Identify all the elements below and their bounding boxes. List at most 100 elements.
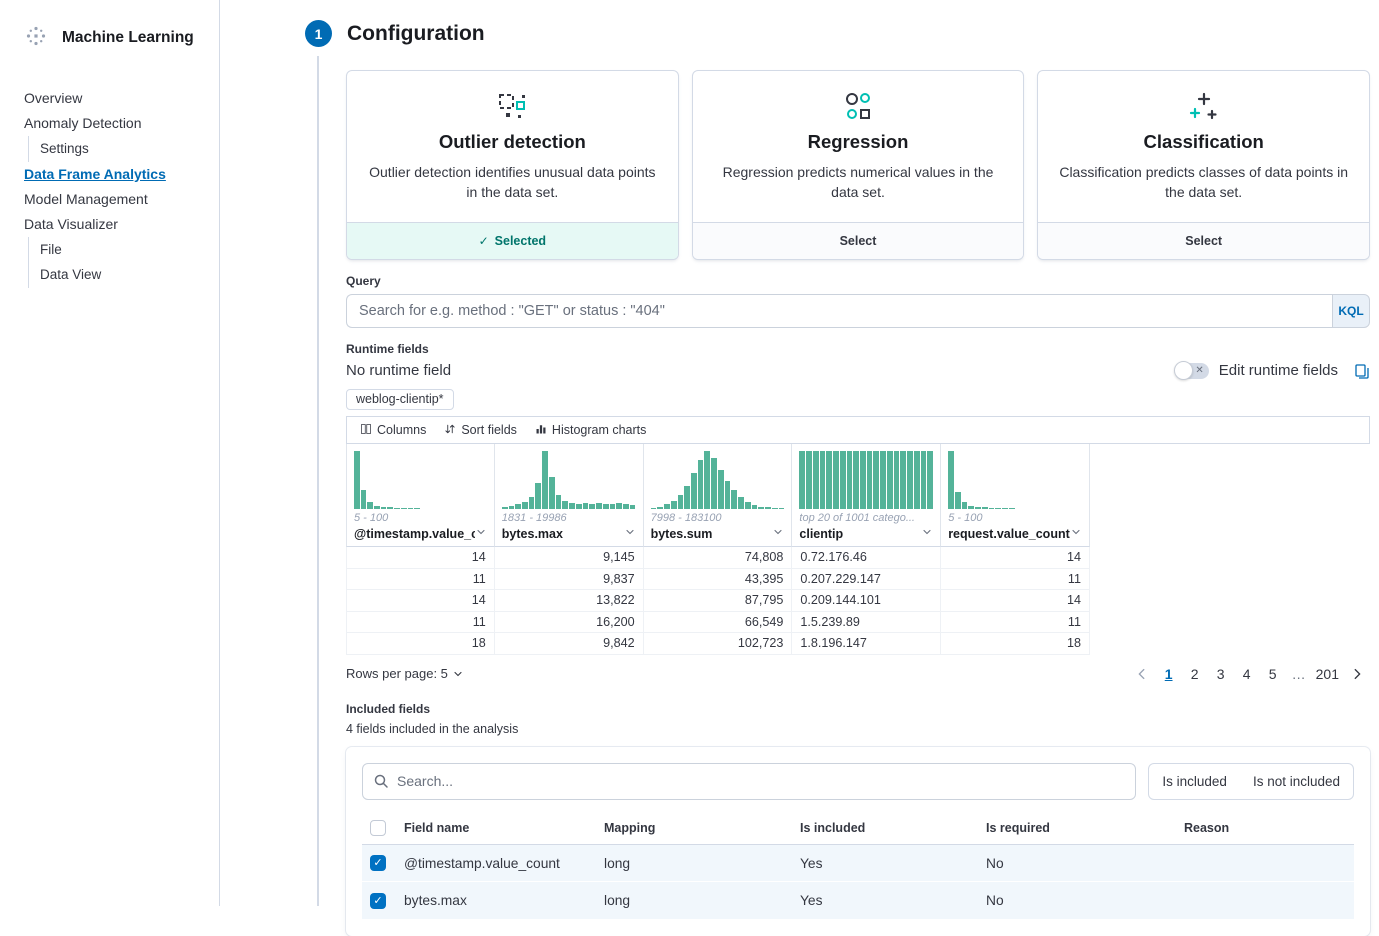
- grid-column-header-request-value-count[interactable]: 5 - 100 request.value_count: [941, 444, 1090, 547]
- query-language-button[interactable]: KQL: [1332, 294, 1370, 328]
- grid-cell[interactable]: 14: [941, 590, 1090, 611]
- row-checkbox[interactable]: ✓: [370, 855, 386, 872]
- grid-cell[interactable]: 102,723: [644, 633, 793, 654]
- grid-cell[interactable]: 11: [346, 568, 495, 590]
- grid-column-header-bytes-sum[interactable]: 7998 - 183100 bytes.sum: [643, 444, 793, 547]
- filter-is-included[interactable]: Is included: [1162, 773, 1227, 789]
- column-range-label: 5 - 100: [354, 512, 389, 524]
- grid-cell[interactable]: 87,795: [644, 590, 793, 611]
- grid-cell[interactable]: 9,842: [495, 633, 644, 654]
- grid-row: 18 9,842 102,723 1.8.196.147 18: [346, 633, 1090, 655]
- card-title: Outlier detection: [438, 131, 586, 152]
- sidebar-item-anomaly-detection[interactable]: Anomaly Detection: [24, 115, 142, 132]
- fields-search-input[interactable]: [362, 762, 1137, 800]
- grid-column-header-bytes-max[interactable]: 1831 - 19986 bytes.max: [494, 444, 644, 547]
- fields-cell-mapping: long: [596, 881, 792, 920]
- page-button-5[interactable]: 5: [1268, 665, 1277, 682]
- sidebar-item-data-view[interactable]: Data View: [28, 262, 211, 288]
- histogram-chart: [354, 449, 487, 509]
- card-outlier-detection: Outlier detection Outlier detection ident…: [346, 70, 679, 260]
- check-icon: ✓: [478, 234, 489, 248]
- page-button-201[interactable]: 201: [1315, 665, 1339, 682]
- query-label: Query: [346, 274, 381, 288]
- query-input[interactable]: [346, 294, 1332, 328]
- grid-cell[interactable]: 1.5.239.89: [792, 611, 942, 633]
- columns-button[interactable]: Columns: [351, 423, 435, 438]
- copy-icon[interactable]: [1354, 363, 1370, 379]
- selected-badge[interactable]: ✓ Selected: [347, 222, 678, 259]
- page-button-3[interactable]: 3: [1216, 665, 1225, 682]
- select-all-checkbox[interactable]: [370, 819, 386, 836]
- grid-cell[interactable]: 1.8.196.147: [792, 633, 942, 654]
- grid-cell[interactable]: 11: [941, 568, 1090, 590]
- runtime-fields-row: No runtime field ✕ Edit runtime fields: [346, 360, 1370, 380]
- histogram-chart: [501, 449, 636, 509]
- included-fields-label: Included fields: [346, 701, 431, 716]
- grid-cell[interactable]: 16,200: [495, 611, 644, 633]
- included-fields-table: Field name Mapping Is included Is required R…: [362, 811, 1354, 920]
- page-button-2[interactable]: 2: [1190, 665, 1199, 682]
- grid-cell[interactable]: 74,808: [644, 547, 793, 568]
- sidebar-item-settings[interactable]: Settings: [28, 136, 211, 162]
- card-title: Regression: [807, 131, 909, 152]
- grid-cell[interactable]: 0.72.176.46: [792, 547, 942, 568]
- chevron-down-icon[interactable]: [921, 526, 933, 541]
- sidebar-item-data-frame-analytics[interactable]: Data Frame Analytics: [24, 165, 166, 182]
- row-checkbox[interactable]: ✓: [370, 892, 386, 909]
- select-button-regression[interactable]: Select: [692, 222, 1024, 259]
- chevron-left-icon[interactable]: [1129, 667, 1155, 681]
- step-header: 1 Configuration: [305, 20, 485, 47]
- fields-cell-included: Yes: [792, 881, 978, 920]
- fields-filter-group: Is included Is not included: [1148, 762, 1354, 800]
- column-range-label: 5 - 100: [948, 512, 983, 524]
- grid-cell[interactable]: 0.207.229.147: [792, 568, 942, 590]
- sidebar-item-model-management[interactable]: Model Management: [24, 190, 148, 207]
- chevron-down-icon[interactable]: [1070, 526, 1082, 541]
- grid-cell[interactable]: 9,145: [495, 547, 644, 568]
- chevron-down-icon[interactable]: [772, 526, 784, 541]
- card-description: Regression predicts numerical values in …: [722, 164, 994, 200]
- pagination-row: Rows per page: 5 1 2 3 4 5 … 201: [346, 664, 1370, 684]
- grid-cell[interactable]: 0.209.144.101: [792, 590, 942, 611]
- column-name: clientip: [799, 526, 844, 541]
- page-button-1[interactable]: 1: [1164, 665, 1173, 682]
- card-title: Classification: [1143, 131, 1264, 152]
- grid-cell[interactable]: 66,549: [644, 611, 793, 633]
- grid-cell[interactable]: 14: [346, 547, 495, 568]
- index-pattern-badge[interactable]: weblog-clientip*: [346, 389, 454, 410]
- page-button-4[interactable]: 4: [1242, 665, 1251, 682]
- analysis-type-cards: Outlier detection Outlier detection ident…: [346, 70, 1371, 260]
- sidebar-item-file[interactable]: File: [28, 237, 211, 263]
- select-button-classification[interactable]: Select: [1038, 222, 1370, 259]
- sidebar-item-overview[interactable]: Overview: [24, 90, 83, 106]
- filter-is-not-included[interactable]: Is not included: [1252, 773, 1340, 789]
- classification-icon: [1056, 86, 1351, 128]
- cross-icon: ✕: [1195, 364, 1204, 376]
- card-description: Classification predicts classes of data …: [1059, 164, 1349, 200]
- grid-cell[interactable]: 14: [346, 590, 495, 611]
- chevron-right-icon[interactable]: [1344, 667, 1370, 681]
- chevron-down-icon[interactable]: [624, 526, 636, 541]
- chevron-down-icon[interactable]: [475, 526, 487, 541]
- histogram-charts-button[interactable]: Histogram charts: [526, 423, 655, 438]
- grid-cell[interactable]: 43,395: [644, 568, 793, 590]
- grid-cell[interactable]: 18: [346, 633, 495, 654]
- grid-cell[interactable]: 9,837: [495, 568, 644, 590]
- configuration-section: Outlier detection Outlier detection ident…: [346, 70, 1371, 936]
- grid-cell[interactable]: 11: [346, 611, 495, 633]
- fields-table-header-row: Field name Mapping Is included Is required R…: [362, 811, 1354, 845]
- included-fields-subtitle: 4 fields included in the analysis: [346, 721, 519, 736]
- sidebar: Machine Learning Overview Anomaly Detecti…: [0, 0, 220, 906]
- column-range-label: top 20 of 1001 catego...: [799, 512, 915, 524]
- sort-fields-button[interactable]: Sort fields: [435, 423, 526, 438]
- grid-column-header-timestamp-value-cou[interactable]: 5 - 100 @timestamp.value_cou: [346, 444, 495, 547]
- sidebar-item-data-visualizer[interactable]: Data Visualizer: [24, 216, 118, 233]
- rows-per-page-button[interactable]: Rows per page: 5: [346, 666, 464, 681]
- runtime-fields-status: No runtime field: [346, 362, 452, 379]
- grid-cell[interactable]: 11: [941, 611, 1090, 633]
- edit-runtime-fields-toggle[interactable]: ✕: [1173, 360, 1209, 380]
- grid-cell[interactable]: 18: [941, 633, 1090, 654]
- grid-cell[interactable]: 13,822: [495, 590, 644, 611]
- grid-column-header-clientip[interactable]: top 20 of 1001 catego... clientip: [792, 444, 942, 547]
- grid-cell[interactable]: 14: [941, 547, 1090, 568]
